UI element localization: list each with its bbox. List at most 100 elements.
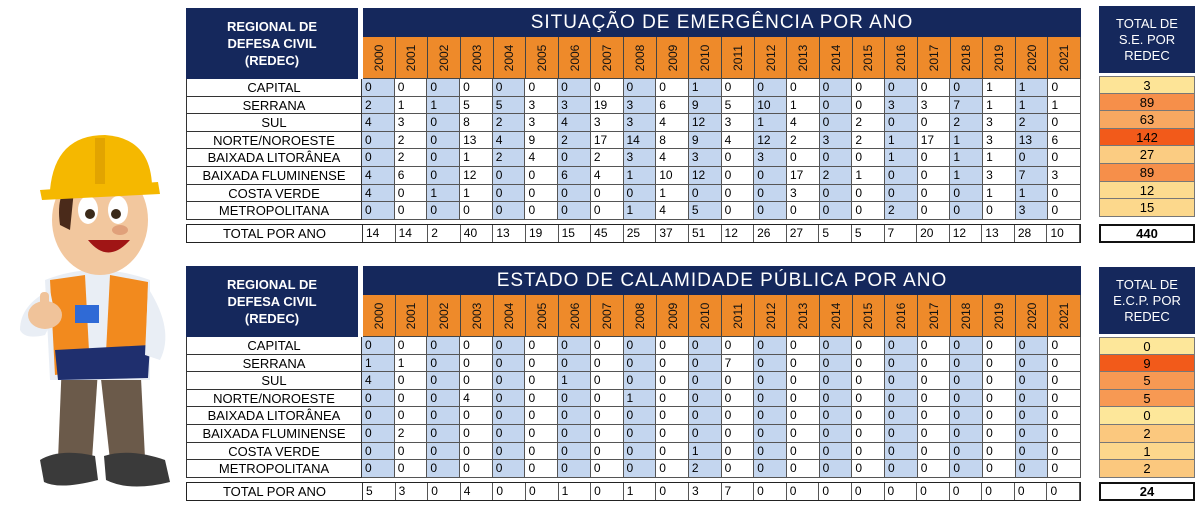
ecp-cell: 0 xyxy=(950,460,984,478)
se-cell: 0 xyxy=(362,131,395,150)
se-total-cell: 14 xyxy=(363,225,396,242)
ecp-cell: 0 xyxy=(917,460,951,478)
ecp-cell: 0 xyxy=(427,442,461,461)
se-side-values: 3 89 63 142 27 89 12 15 xyxy=(1099,76,1195,217)
ecp-year-2011: 2011 xyxy=(722,295,755,337)
ecp-cell: 0 xyxy=(525,407,559,425)
ecp-cell: 0 xyxy=(786,442,820,461)
se-cell: 12 xyxy=(688,114,722,132)
ecp-cell: 0 xyxy=(590,337,624,355)
se-cell: 1 xyxy=(427,184,461,203)
se-cell: 0 xyxy=(885,114,918,132)
se-cell: 13 xyxy=(460,131,493,150)
se-cell: 2 xyxy=(1015,114,1049,132)
se-cell: 12 xyxy=(460,166,493,185)
se-cell: 3 xyxy=(688,149,722,167)
ecp-cell: 0 xyxy=(492,442,526,461)
se-year-label: 2019 xyxy=(991,44,1006,71)
ecp-year-label: 2019 xyxy=(991,302,1006,329)
ecp-cell: 0 xyxy=(1048,354,1082,373)
se-total-cell: 14 xyxy=(395,225,429,242)
se-cell: 6 xyxy=(558,166,591,185)
ecp-year-label: 2021 xyxy=(1057,302,1072,329)
se-side-value: 3 xyxy=(1099,76,1195,94)
se-cell: 7 xyxy=(1015,166,1049,185)
ecp-cell: 0 xyxy=(1015,424,1049,443)
ecp-cell: 0 xyxy=(950,389,984,408)
se-year-label: 2009 xyxy=(665,44,680,71)
se-table-row: BAIXADA LITORÂNEA 0 2 0 1 2 4 0 2 3 4 3 0 3 0 0 0 1 0 1 1 0 0 xyxy=(186,149,1082,167)
se-cell: 1 xyxy=(623,166,657,185)
se-cell: 5 xyxy=(460,96,493,115)
se-year-label: 2002 xyxy=(437,44,452,71)
se-cell: 1 xyxy=(885,131,918,150)
ecp-year-label: 2001 xyxy=(404,302,419,329)
ecp-year-2009: 2009 xyxy=(656,295,690,337)
se-cell: 10 xyxy=(754,96,787,115)
se-cell: 1 xyxy=(427,96,461,115)
ecp-cell: 0 xyxy=(688,337,722,355)
ecp-cell: 0 xyxy=(983,337,1016,355)
ecp-row-label: NORTE/NOROESTE xyxy=(186,389,362,408)
ecp-table-row: BAIXADA LITORÂNEA 0 0 0 0 0 0 0 0 0 0 0 0 0 0 0 0 0 0 0 0 0 0 xyxy=(186,407,1082,425)
ecp-cell: 0 xyxy=(786,424,820,443)
se-year-2002: 2002 xyxy=(428,37,461,79)
se-year-2003: 2003 xyxy=(460,37,494,79)
ecp-total-cell: 0 xyxy=(656,483,689,500)
ecp-cell: 0 xyxy=(786,389,820,408)
se-cell: 1 xyxy=(950,131,984,150)
ecp-year-label: 2008 xyxy=(632,302,647,329)
se-year-header-row: 2000 2001 2002 2003 2004 2005 2006 2007 2008 2009… xyxy=(363,37,1082,79)
ecp-year-label: 2020 xyxy=(1024,302,1039,329)
ecp-row-label: SERRANA xyxy=(186,354,362,373)
se-cell: 3 xyxy=(721,114,755,132)
se-cell: 4 xyxy=(525,149,559,167)
ecp-year-2019: 2019 xyxy=(983,295,1016,337)
ecp-cell: 0 xyxy=(525,442,559,461)
se-year-2004: 2004 xyxy=(493,37,527,79)
se-year-2005: 2005 xyxy=(526,37,559,79)
se-year-label: 2004 xyxy=(502,44,517,71)
ecp-cell: 0 xyxy=(786,337,820,355)
se-cell: 0 xyxy=(427,202,461,220)
se-cell: 1 xyxy=(1015,184,1049,203)
ecp-cell: 0 xyxy=(819,337,853,355)
ecp-cell: 0 xyxy=(394,442,428,461)
ecp-year-2015: 2015 xyxy=(852,295,886,337)
ecp-cell: 0 xyxy=(885,372,918,390)
se-cell: 19 xyxy=(590,96,624,115)
ecp-title: ESTADO DE CALAMIDADE PÚBLICA POR ANO xyxy=(363,266,1081,295)
se-total-cell: 12 xyxy=(949,225,983,242)
ecp-cell: 0 xyxy=(1015,337,1049,355)
se-cell: 0 xyxy=(460,202,493,220)
se-cell: 6 xyxy=(394,166,428,185)
ecp-total-label: TOTAL POR ANO xyxy=(187,483,363,500)
ecp-cell: 0 xyxy=(427,424,461,443)
se-cell: 0 xyxy=(623,184,657,203)
ecp-cell: 0 xyxy=(394,460,428,478)
se-cell: 3 xyxy=(1048,166,1082,185)
civil-defense-mascot-icon xyxy=(20,135,170,487)
ecp-year-2016: 2016 xyxy=(885,295,918,337)
se-cell: 0 xyxy=(590,79,624,97)
ecp-year-2007: 2007 xyxy=(591,295,625,337)
ecp-cell: 0 xyxy=(950,407,984,425)
ecp-cell: 0 xyxy=(558,442,591,461)
se-redec-header: REGIONAL DE DEFESA CIVIL (REDEC) xyxy=(186,8,358,79)
ecp-year-2014: 2014 xyxy=(819,295,853,337)
se-cell: 2 xyxy=(819,166,853,185)
ecp-cell: 0 xyxy=(754,424,787,443)
ecp-total-cell: 1 xyxy=(623,483,657,500)
ecp-cell: 0 xyxy=(819,372,853,390)
se-cell: 0 xyxy=(394,202,428,220)
se-cell: 17 xyxy=(786,166,820,185)
se-year-label: 2011 xyxy=(730,44,745,71)
se-year-label: 2014 xyxy=(828,44,843,71)
ecp-cell: 1 xyxy=(558,372,591,390)
se-year-2017: 2017 xyxy=(917,37,951,79)
ecp-cell: 0 xyxy=(1015,460,1049,478)
se-cell: 0 xyxy=(1048,149,1082,167)
se-side-value: 12 xyxy=(1099,181,1195,200)
ecp-table-row: CAPITAL 0 0 0 0 0 0 0 0 0 0 0 0 0 0 0 0 0 0 0 0 0 0 xyxy=(186,337,1082,355)
